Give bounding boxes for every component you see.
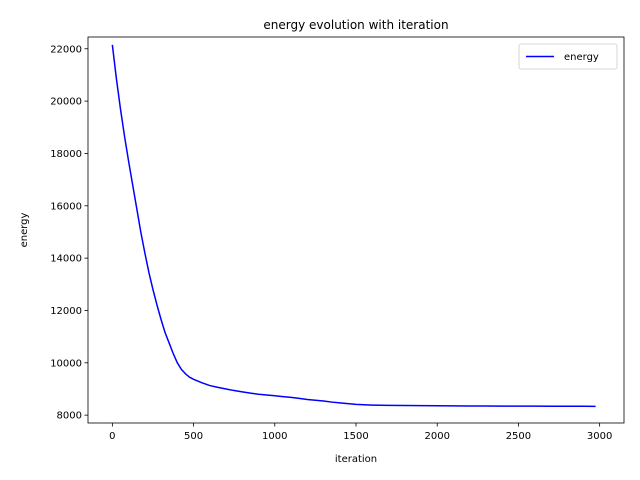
x-tick-label: 1500: [343, 431, 368, 442]
series-line-energy: [111, 44, 596, 408]
x-axis-label: iteration: [335, 454, 377, 465]
legend: energy: [518, 43, 618, 70]
x-tick-label: 2500: [506, 431, 531, 442]
y-tick-label: 10000: [50, 358, 82, 369]
y-tick-label: 12000: [50, 306, 82, 317]
y-tick-label: 14000: [50, 254, 82, 265]
x-tick-label: 0: [109, 431, 115, 442]
legend-box: [518, 43, 618, 70]
y-tick-label: 20000: [50, 97, 82, 108]
y-tick-label: 18000: [50, 149, 82, 160]
plot-frame: [87, 36, 625, 424]
y-tick-label: 8000: [57, 411, 82, 422]
x-tick-label: 500: [184, 431, 203, 442]
y-axis-ticks: 8000 10000 12000 14000 16000 18000 20000 22000: [50, 44, 88, 422]
x-tick-label: 2000: [424, 431, 449, 442]
legend-label: energy: [564, 52, 599, 63]
chart-title: energy evolution with iteration: [263, 18, 448, 32]
y-axis-label: energy: [19, 212, 30, 247]
x-axis-ticks: 0 500 1000 1500 2000 2500 3000: [109, 423, 612, 442]
x-tick-label: 1000: [262, 431, 287, 442]
x-tick-label: 3000: [587, 431, 612, 442]
plot-area: [111, 44, 596, 408]
y-tick-label: 22000: [50, 44, 82, 55]
y-tick-label: 16000: [50, 201, 82, 212]
